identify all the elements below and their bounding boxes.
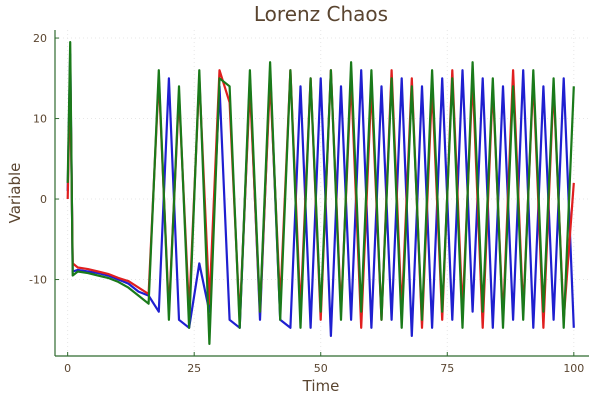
axes <box>54 30 589 357</box>
tick-marks <box>55 37 575 356</box>
x-tick-label: 100 <box>563 362 584 375</box>
series-line-1 <box>66 53 575 337</box>
y-tick-labels: -10 0 10 20 <box>29 32 47 286</box>
x-tick-label: 75 <box>440 362 454 375</box>
y-tick-label: 0 <box>40 193 47 206</box>
x-tick-label: 50 <box>314 362 328 375</box>
x-tick-label: 25 <box>187 362 201 375</box>
series-layer <box>66 41 575 345</box>
y-tick-label: 10 <box>33 113 47 126</box>
y-tick-label: 20 <box>33 32 47 45</box>
y-tick-label: -10 <box>29 274 47 287</box>
x-tick-labels: 0 25 50 75 100 <box>64 362 584 375</box>
x-axis-label: Time <box>302 377 340 395</box>
x-tick-label: 0 <box>64 362 71 375</box>
y-axis-label: Variable <box>6 163 24 224</box>
chart-title: Lorenz Chaos <box>254 2 388 26</box>
series-line-3 <box>66 41 575 345</box>
